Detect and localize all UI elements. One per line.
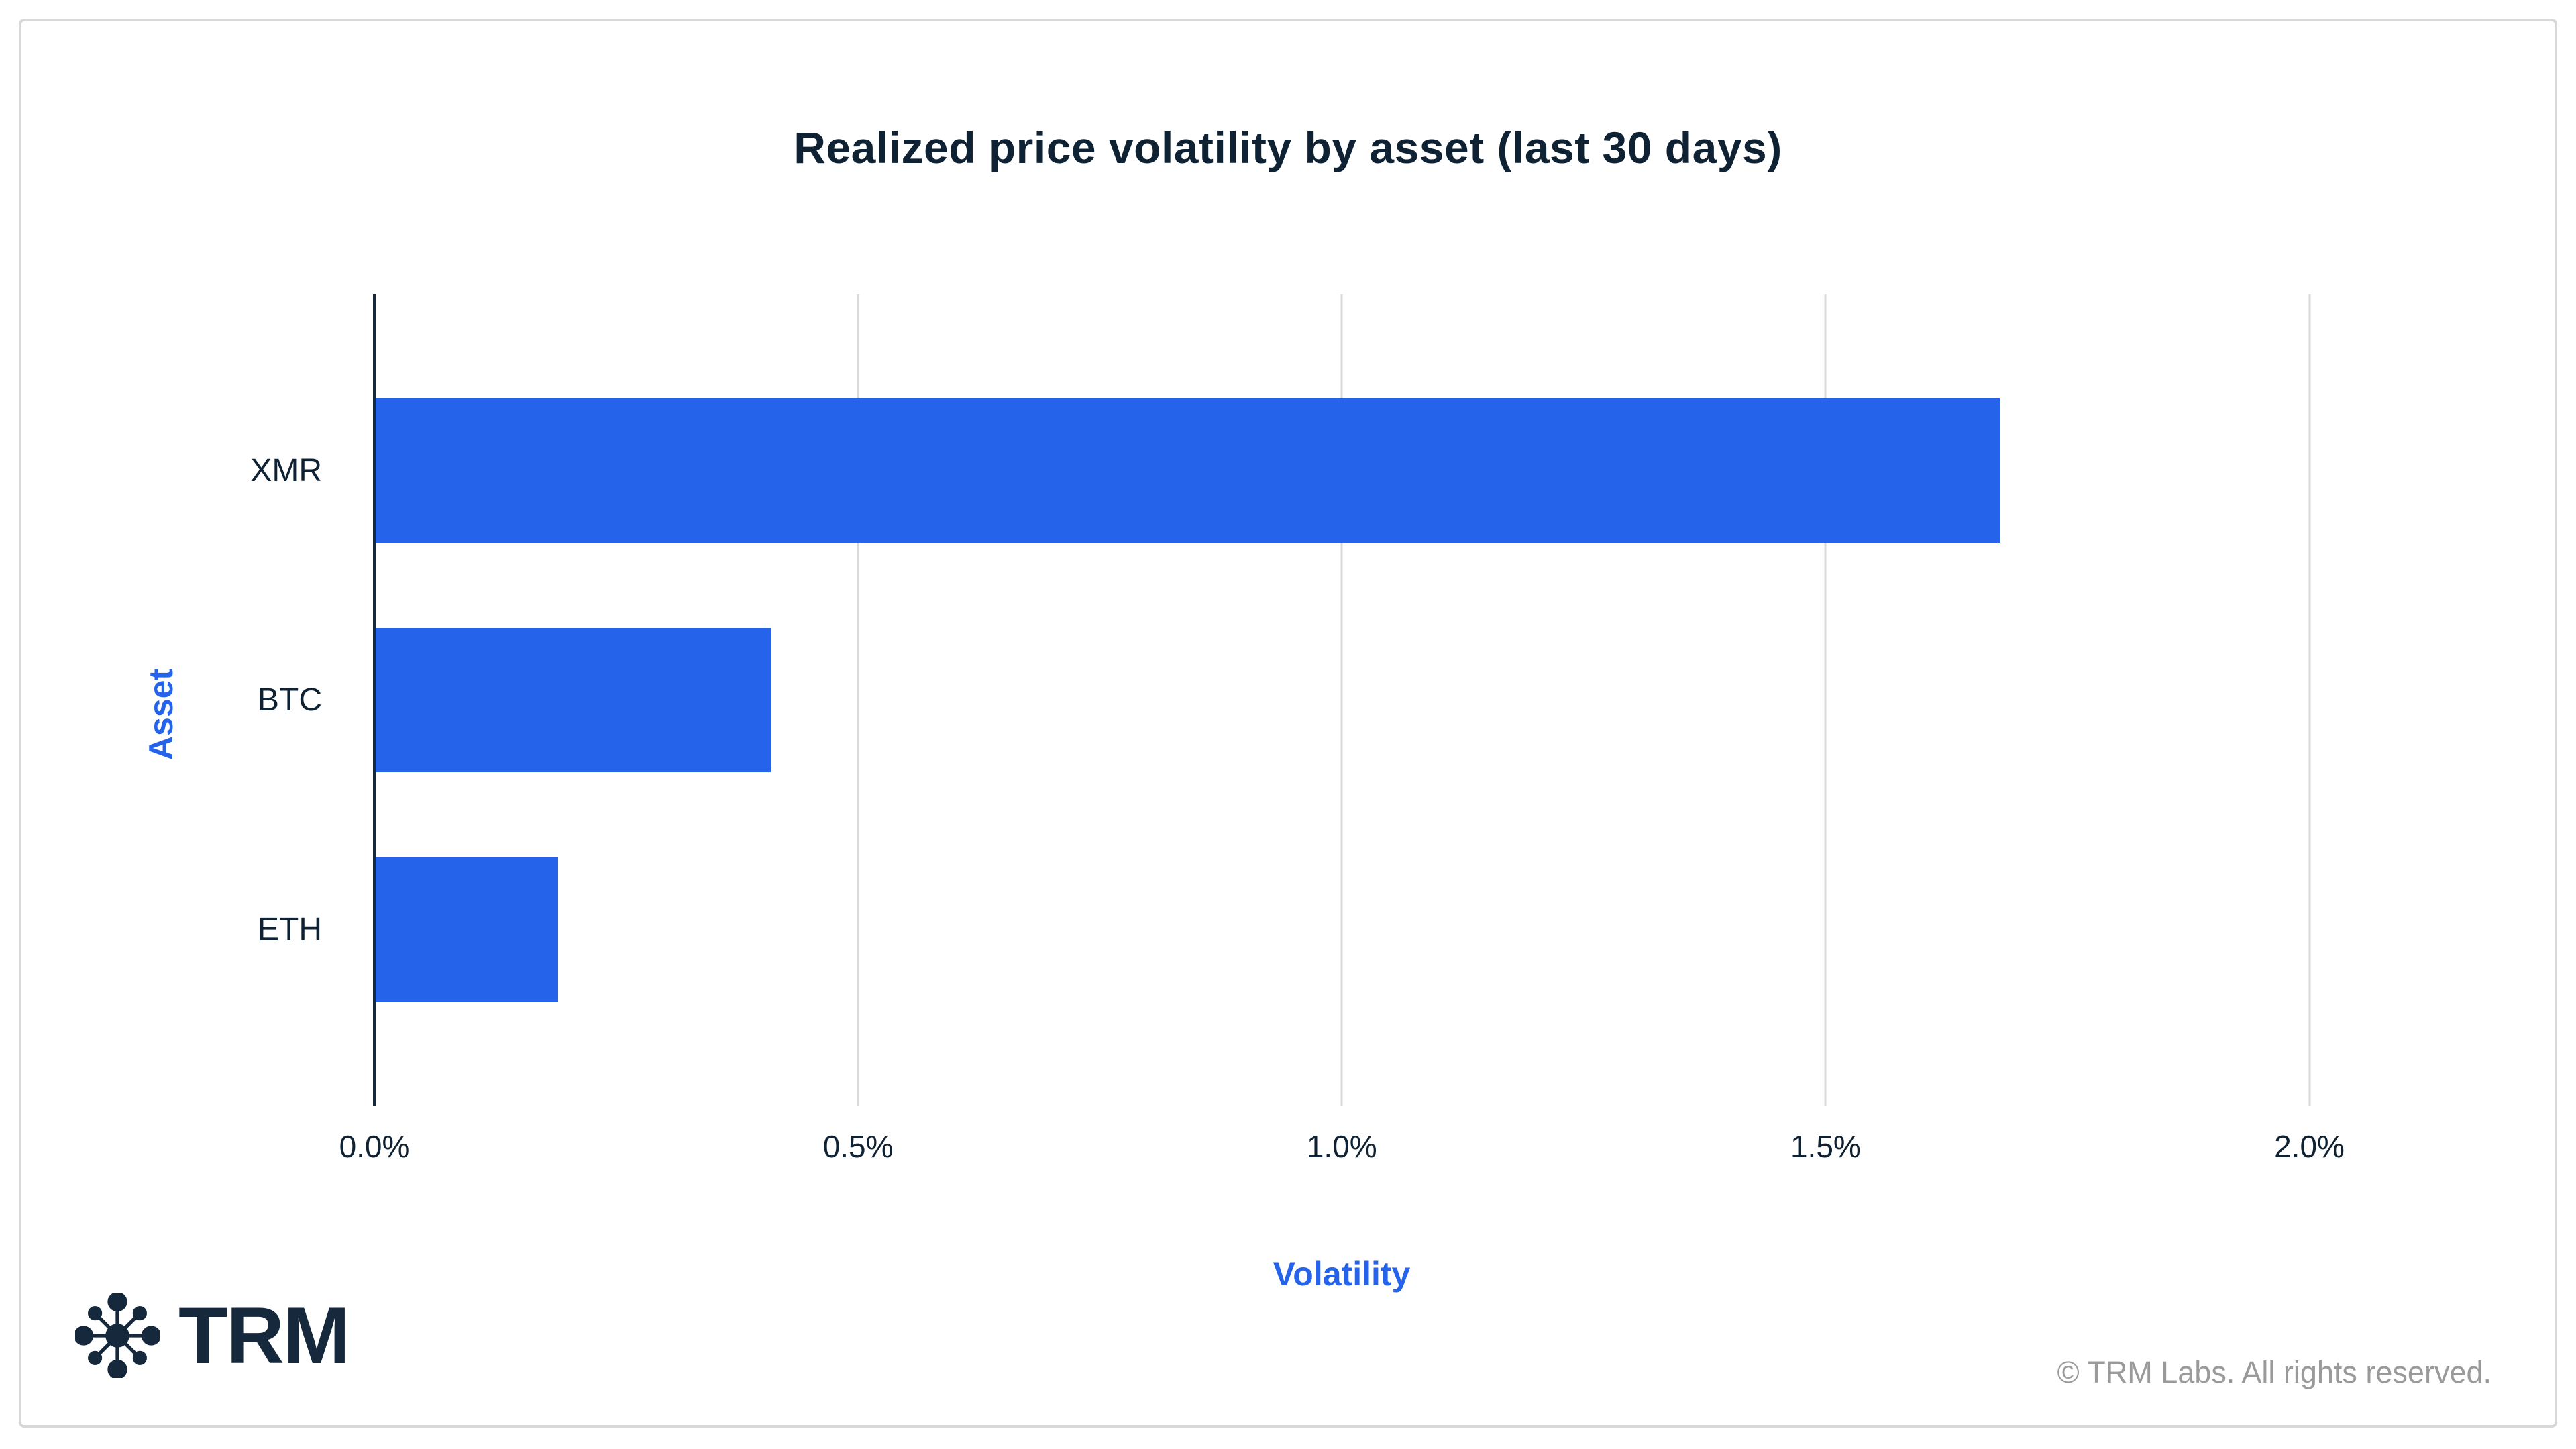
x-axis-title: Volatility [1273, 1255, 1411, 1293]
gridline [857, 294, 859, 1106]
y-axis-line [373, 294, 376, 1106]
bar-btc [374, 628, 771, 772]
plot-area [373, 294, 2503, 1106]
category-label-eth: ETH [258, 912, 322, 948]
chart-card: Realized price volatility by asset (last… [19, 19, 2557, 1428]
x-tick-label: 2.0% [2274, 1129, 2345, 1164]
chart-title: Realized price volatility by asset (last… [794, 123, 1782, 172]
copyright-text: © TRM Labs. All rights reserved. [2057, 1355, 2491, 1389]
trm-network-asterisk-icon [75, 1293, 160, 1378]
category-label-btc: BTC [258, 682, 322, 718]
bar-xmr [374, 398, 2000, 543]
x-tick-label: 0.0% [339, 1129, 410, 1164]
trm-logo: TRM [75, 1291, 350, 1381]
category-label-xmr: XMR [250, 452, 322, 488]
bar-eth [374, 857, 559, 1002]
gridline [1340, 294, 1343, 1106]
x-tick-label: 1.5% [1790, 1129, 1861, 1164]
trm-logotype: TRM [178, 1291, 350, 1381]
x-tick-label: 0.5% [822, 1129, 894, 1164]
gridline [1824, 294, 1827, 1106]
x-tick-label: 1.0% [1306, 1129, 1377, 1164]
gridline [2308, 294, 2311, 1106]
